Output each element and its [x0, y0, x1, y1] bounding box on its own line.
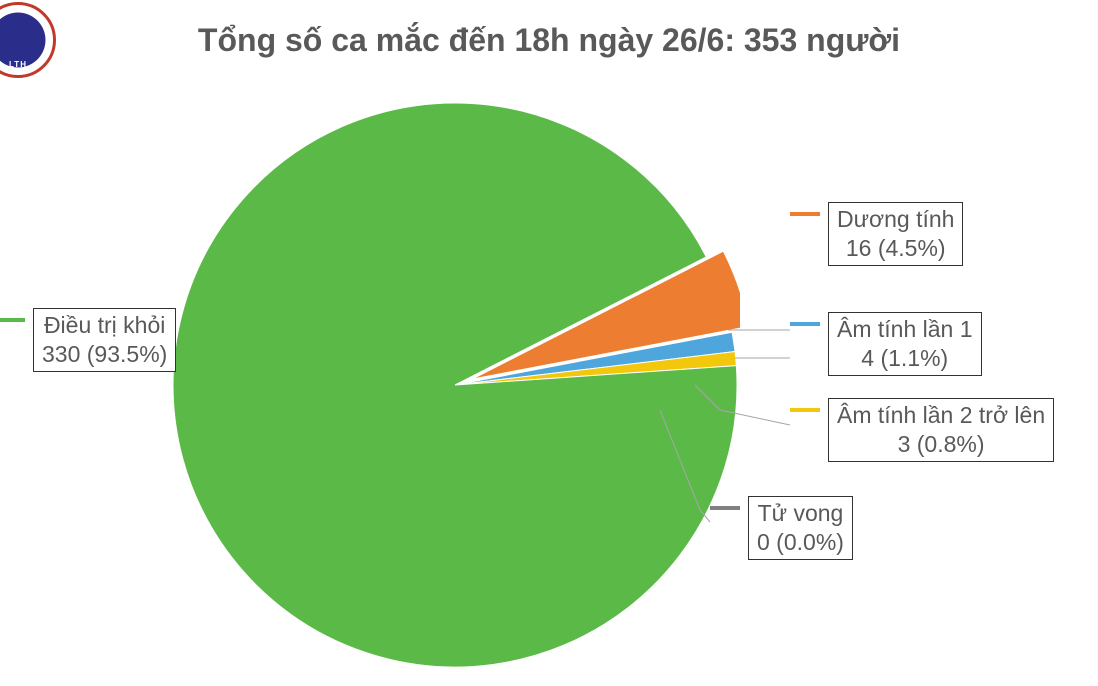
pie-chart: Dương tính 16 (4.5%) Âm tính lần 1 4 (1.… — [0, 90, 1098, 686]
legend-text-dieu-tri: Điều trị khỏi 330 (93.5%) — [33, 308, 176, 372]
swatch-dieu-tri — [0, 318, 25, 322]
legend-value: 0 (0.0%) — [757, 529, 844, 555]
legend-label: Âm tính lần 1 — [837, 316, 973, 342]
legend-label: Tử vong — [758, 500, 844, 526]
legend-value: 16 (4.5%) — [846, 235, 946, 261]
swatch-duong-tinh — [790, 212, 820, 216]
legend-text-am-tinh-2: Âm tính lần 2 trở lên 3 (0.8%) — [828, 398, 1054, 462]
legend-value: 330 (93.5%) — [42, 341, 167, 367]
swatch-am-tinh-2 — [790, 408, 820, 412]
legend-tu-vong: Tử vong 0 (0.0%) — [710, 496, 853, 560]
chart-title: Tổng số ca mắc đến 18h ngày 26/6: 353 ng… — [0, 22, 1098, 59]
legend-text-duong-tinh: Dương tính 16 (4.5%) — [828, 202, 963, 266]
leader-lines — [0, 90, 1098, 686]
swatch-am-tinh-1 — [790, 322, 820, 326]
legend-text-tu-vong: Tử vong 0 (0.0%) — [748, 496, 853, 560]
legend-label: Dương tính — [837, 206, 954, 232]
legend-value: 4 (1.1%) — [861, 345, 948, 371]
legend-label: Âm tính lần 2 trở lên — [837, 402, 1045, 428]
legend-am-tinh-1: Âm tính lần 1 4 (1.1%) — [790, 312, 982, 376]
logo-text: LTH — [0, 60, 53, 69]
legend-value: 3 (0.8%) — [898, 431, 985, 457]
legend-label: Điều trị khỏi — [44, 312, 165, 338]
legend-text-am-tinh-1: Âm tính lần 1 4 (1.1%) — [828, 312, 982, 376]
swatch-tu-vong — [710, 506, 740, 510]
legend-am-tinh-2: Âm tính lần 2 trở lên 3 (0.8%) — [790, 398, 1054, 462]
legend-dieu-tri: Điều trị khỏi 330 (93.5%) — [0, 308, 176, 372]
legend-duong-tinh: Dương tính 16 (4.5%) — [790, 202, 963, 266]
